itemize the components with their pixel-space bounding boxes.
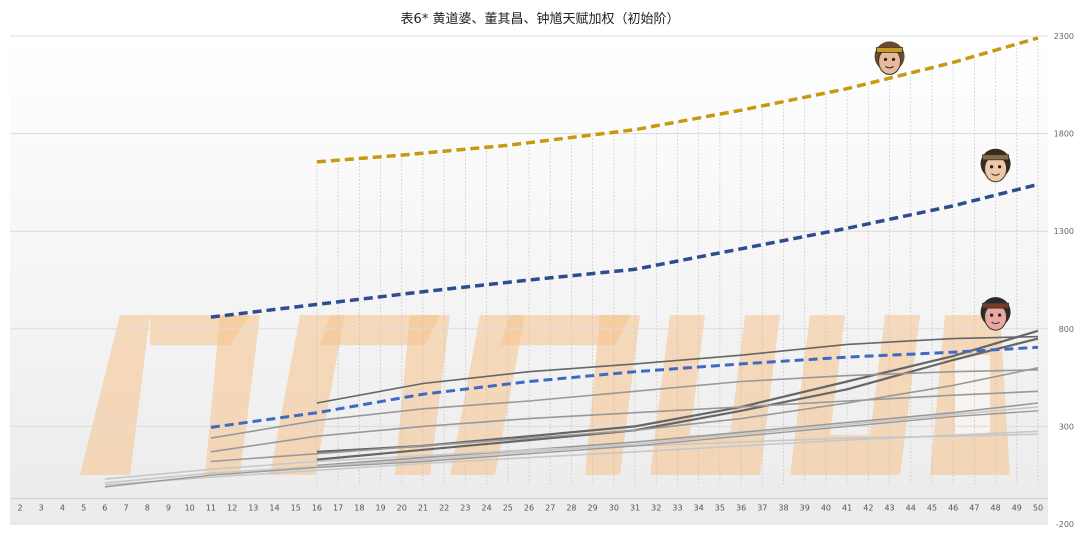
- watermark-stroke: [450, 315, 525, 475]
- series-line-9: [210, 367, 1039, 463]
- x-tick-label: 8: [145, 504, 150, 513]
- x-tick-label: 16: [312, 504, 322, 513]
- x-tick-label: 37: [757, 504, 767, 513]
- x-tick-label: 25: [503, 504, 513, 513]
- x-tick-label: 23: [460, 504, 470, 513]
- series-line-3: [210, 345, 1039, 429]
- x-tick-label: 11: [206, 504, 216, 513]
- x-tick-label: 43: [884, 504, 894, 513]
- portrait-navy-series: [980, 148, 1011, 183]
- avatar-eye: [989, 165, 994, 169]
- axes: 2 3 4 5 6 7 8 9 10 11 12 13 14 15 16 17 18 19 20 21 22 23 24 25…: [10, 32, 1074, 529]
- portrait-gold-series: [874, 41, 905, 75]
- series-line-6: [316, 337, 1039, 461]
- y-tick-label: 300: [1059, 422, 1074, 431]
- watermark-stroke: [205, 315, 260, 475]
- watermark-stroke: [500, 315, 630, 346]
- avatar-group: [874, 41, 1011, 331]
- x-tick-label: 34: [694, 504, 704, 513]
- grid: [10, 35, 1048, 525]
- x-tick-label: 35: [715, 504, 725, 513]
- x-tick-label: 26: [524, 504, 534, 513]
- x-tick-label: 29: [588, 504, 598, 513]
- series-line-14: [104, 410, 1039, 488]
- x-tick-label: 28: [566, 504, 576, 513]
- x-tick-label: 18: [354, 504, 364, 513]
- x-tick-label: 17: [333, 504, 343, 513]
- x-tick-label: 39: [800, 504, 810, 513]
- avatar-eye: [997, 165, 1002, 169]
- series-line-4: [316, 335, 1039, 404]
- x-tick-label: 21: [418, 504, 428, 513]
- avatar-mouth: [885, 66, 894, 69]
- x-tick-label: 4: [60, 504, 65, 513]
- avatar-band: [982, 154, 1009, 161]
- x-tick-label: 5: [81, 504, 86, 513]
- x-tick-label: 13: [248, 504, 258, 513]
- y-tick-label: 2300: [1054, 32, 1074, 41]
- x-tick-label: 27: [545, 504, 555, 513]
- x-tick-label: 20: [397, 504, 407, 513]
- watermark-stroke: [80, 315, 150, 475]
- watermark-stroke: [585, 315, 640, 475]
- x-tick-label: 14: [269, 504, 279, 513]
- x-tick-label: 9: [166, 504, 171, 513]
- x-tick-label: 44: [906, 504, 916, 513]
- series-group: [104, 36, 1039, 488]
- avatar-mouth: [991, 321, 1000, 325]
- x-tick-label: 2: [17, 504, 22, 513]
- avatar-eye: [891, 57, 896, 62]
- x-tick-label: 7: [123, 504, 128, 513]
- x-tick-label: 15: [291, 504, 301, 513]
- y-tick-label: -200: [1056, 520, 1074, 529]
- avatar-eye: [997, 313, 1002, 317]
- avatar-eye: [883, 57, 888, 62]
- x-tick-label: 42: [863, 504, 873, 513]
- x-tick-label: 41: [842, 504, 852, 513]
- x-tick-label: 19: [375, 504, 385, 513]
- x-tick-label: 33: [672, 504, 682, 513]
- y-tick-label: 1800: [1054, 130, 1074, 139]
- series-line-1: [316, 36, 1039, 164]
- x-tick-label: 38: [778, 504, 788, 513]
- x-tick-label: 47: [969, 504, 979, 513]
- x-tick-label: 3: [39, 504, 44, 513]
- x-tick-label: 32: [651, 504, 661, 513]
- x-tick-label: 36: [736, 504, 746, 513]
- y-tick-label: 800: [1059, 325, 1074, 334]
- portrait-gray-top: [980, 297, 1011, 331]
- x-tick-label: 12: [227, 504, 237, 513]
- series-line-2: [210, 182, 1039, 319]
- x-tick-label: 30: [609, 504, 619, 513]
- avatar-mouth: [991, 173, 1000, 176]
- x-tick-label: 40: [821, 504, 831, 513]
- avatar-band: [982, 302, 1009, 309]
- x-tick-label: 22: [439, 504, 449, 513]
- x-tick-label: 46: [948, 504, 958, 513]
- y-tick-label: 1300: [1054, 227, 1074, 236]
- x-tick-label: 49: [1012, 504, 1022, 513]
- series-line-8: [210, 390, 1039, 453]
- series-line-7: [210, 369, 1039, 439]
- x-tick-label: 50: [1033, 504, 1043, 513]
- x-tick-label: 31: [630, 504, 640, 513]
- avatar-eye: [989, 313, 994, 317]
- avatar-band: [876, 47, 903, 53]
- watermark-stroke: [270, 315, 345, 475]
- x-tick-label: 48: [990, 504, 1000, 513]
- x-tick-label: 6: [102, 504, 107, 513]
- series-line-10: [316, 402, 1039, 467]
- series-line-13: [104, 433, 1039, 480]
- x-tick-label: 24: [481, 504, 491, 513]
- x-tick-label: 45: [927, 504, 937, 513]
- x-tick-label: 10: [185, 504, 195, 513]
- chart-title: 表6* 黄道婆、董其昌、钟馗天赋加权（初始阶）: [400, 12, 680, 27]
